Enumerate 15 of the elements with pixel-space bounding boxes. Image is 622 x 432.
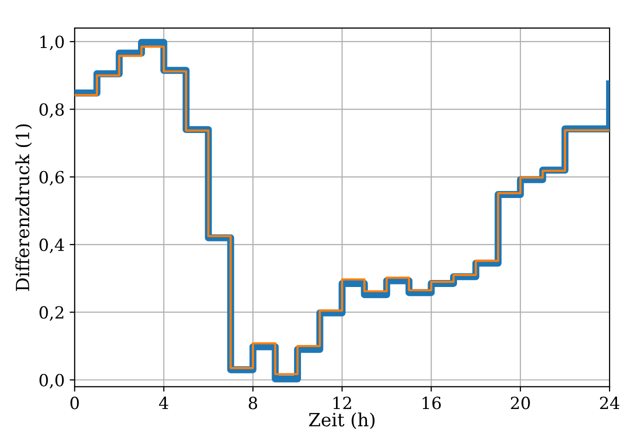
x-axis-title: Zeit (h) <box>309 412 375 430</box>
y-tick-label: 0,4 <box>40 238 64 254</box>
x-tick-label: 12 <box>334 396 352 410</box>
x-tick-label: 8 <box>248 396 258 410</box>
y-tick-label: 1,0 <box>40 36 64 50</box>
y-tick-label: 0,8 <box>40 103 64 118</box>
x-tick-label: 4 <box>159 396 168 410</box>
y-tick-label: 0,0 <box>40 374 64 388</box>
y-axis-title: Differenzdruck (1) <box>15 124 32 291</box>
x-tick-label: 16 <box>422 396 441 410</box>
x-tick-label: 20 <box>510 396 530 410</box>
y-tick-label: 0,6 <box>40 170 64 186</box>
y-tick-label: 0,2 <box>40 306 64 321</box>
x-tick-label: 0 <box>70 396 79 410</box>
x-tick-label: 24 <box>600 396 620 410</box>
